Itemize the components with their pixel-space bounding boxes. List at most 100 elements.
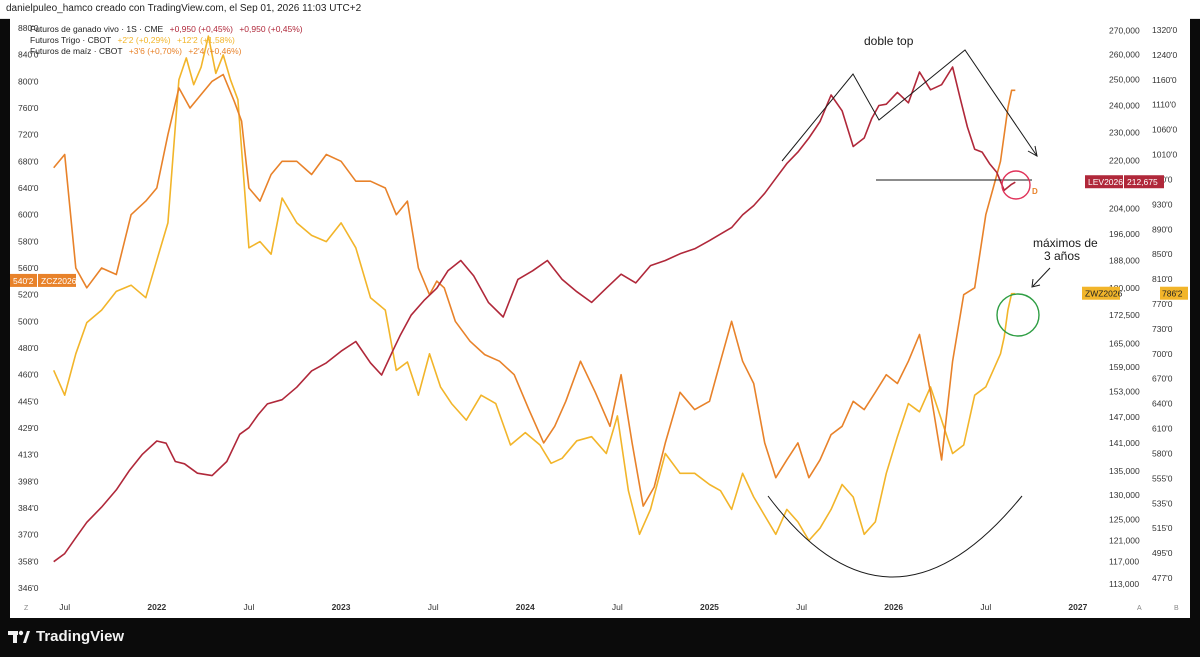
x-axis-tick-label: Jul [244, 602, 255, 612]
legend-change-2: +2'4 (+0,46%) [188, 46, 242, 56]
tradingview-logo-icon [8, 630, 30, 643]
price-tag-corn: 540'2 ZCZ2026 [10, 273, 77, 287]
right-axis-wheat-tick-label: 770'0 [1152, 299, 1173, 309]
right-axis-wheat-tick-label: 1160'0 [1152, 75, 1177, 85]
right-axis-wheat-tick-label: 477'0 [1152, 573, 1173, 583]
axis-corner-z: Z [24, 605, 29, 612]
right-axis-wheat: 1320'01240'01160'01110'01060'01010'0970'… [1152, 25, 1178, 583]
right-axis-cattle-tick-label: 117,000 [1109, 557, 1139, 567]
x-axis-tick-label: Jul [59, 602, 70, 612]
price-tag-name: ZWZ2026 [1085, 289, 1123, 299]
x-axis-tick-label: Jul [612, 602, 623, 612]
x-axis-tick-label: 2023 [332, 602, 351, 612]
left-axis-tick-label: 880'0 [18, 23, 39, 33]
axis-corner-b: B [1174, 605, 1179, 612]
price-tag-value-box [1160, 286, 1188, 300]
right-axis-cattle-tick-label: 230,000 [1109, 128, 1140, 138]
right-axis-wheat-tick-label: 1320'0 [1152, 25, 1178, 35]
legend-item-corn[interactable]: Futuros de maíz · CBOT +3'6 (+0,70%) +2'… [30, 46, 303, 57]
right-axis-cattle-tick-label: 141,000 [1109, 438, 1140, 448]
right-axis-wheat-tick-label: 610'0 [1152, 424, 1173, 434]
x-axis-tick-label: Jul [796, 602, 807, 612]
left-axis-tick-label: 358'0 [18, 556, 39, 566]
right-axis-cattle-tick-label: 260,000 [1109, 50, 1140, 60]
legend-item-cattle[interactable]: Futuros de ganado vivo · 1S · CME +0,950… [30, 24, 303, 35]
legend: Futuros de ganado vivo · 1S · CME +0,950… [30, 24, 303, 57]
right-axis-cattle-tick-label: 240,000 [1109, 100, 1140, 110]
right-axis-cattle-tick-label: 165,000 [1109, 338, 1140, 348]
right-axis-wheat-tick-label: 700'0 [1152, 349, 1173, 359]
x-axis-tick-label: 2027 [1068, 602, 1087, 612]
right-axis-wheat-tick-label: 810'0 [1152, 274, 1173, 284]
legend-item-wheat[interactable]: Futuros Trigo · CBOT +2'2 (+0,29%) +12'2… [30, 35, 303, 46]
left-axis-tick-label: 800'0 [18, 76, 39, 86]
right-axis-wheat-tick-label: 1240'0 [1152, 50, 1178, 60]
right-axis-wheat-tick-label: 1110'0 [1152, 100, 1176, 110]
right-axis-cattle-tick-label: 172,500 [1109, 310, 1140, 320]
price-tag-value: 212,675 [1127, 177, 1158, 187]
right-axis-cattle-tick-label: 130,000 [1109, 490, 1140, 500]
chart-panel[interactable]: 880'0 840'0 800'0 760'0 720'0 680'0 640'0 600'0… [10, 18, 1190, 618]
tradingview-logo-text: TradingView [36, 628, 125, 645]
annotation-3-anos: 3 años [1044, 249, 1080, 263]
legend-change-2: +0,950 (+0,45%) [239, 24, 303, 34]
left-axis-tick-label: 384'0 [18, 503, 39, 513]
legend-label: Futuros de ganado vivo · 1S · CME [30, 24, 164, 34]
plot-area [50, 18, 1100, 598]
footer-bar: TradingView [0, 618, 1200, 657]
price-tag-name-box [1082, 286, 1120, 300]
left-axis-tick-label: 840'0 [18, 50, 39, 60]
series-line-corn [53, 73, 1016, 507]
right-axis-wheat-tick-label: 670'0 [1152, 374, 1173, 384]
left-axis-tick-label: 720'0 [18, 130, 39, 140]
legend-label: Futuros Trigo · CBOT [30, 35, 112, 45]
x-axis: Jul 2022 Jul 2023 Jul 2024 Jul 2025 Jul 2026 Jul 20… [59, 602, 1087, 612]
right-axis-wheat-tick-label: 580'0 [1152, 448, 1173, 458]
left-axis-tick-label: 640'0 [18, 183, 39, 193]
left-axis-tick-label: 370'0 [18, 530, 39, 540]
left-axis-tick-label: 760'0 [18, 103, 39, 113]
price-tag-wheat: ZWZ2026 786'2 [1082, 286, 1188, 300]
right-axis-cattle-tick-label: 220,000 [1109, 156, 1140, 166]
right-axis-cattle-tick-label: 135,000 [1109, 466, 1140, 476]
series-line-cattle [53, 66, 1016, 563]
annotation-circle-red [1001, 170, 1031, 200]
right-axis-cattle-tick-label: 147,000 [1109, 412, 1140, 422]
right-axis-wheat-tick-label: 535'0 [1152, 498, 1173, 508]
left-axis-tick-label: 600'0 [18, 210, 39, 220]
double-top-arrowhead [1027, 145, 1038, 157]
legend-change: +2'2 (+0,29%) [117, 35, 171, 45]
annotation-arrow [1032, 267, 1051, 287]
right-axis-wheat-tick-label: 930'0 [1152, 199, 1173, 209]
legend-change: +3'6 (+0,70%) [128, 46, 182, 56]
price-tag-value: 540'2 [13, 276, 34, 286]
x-axis-tick-label: Jul [980, 602, 991, 612]
left-axis-tick-label: 560'0 [18, 263, 39, 273]
annotation-doble-top: doble top [864, 34, 914, 48]
price-tag-name-box [38, 273, 76, 287]
chart-svg[interactable]: 880'0 840'0 800'0 760'0 720'0 680'0 640'0 600'0… [10, 18, 1190, 618]
left-axis-tick-label: 580'0 [18, 236, 39, 246]
header-bar: danielpuleo_hamco creado con TradingView… [0, 0, 1200, 19]
annotation-maximos-de: máximos de [1033, 236, 1098, 250]
tradingview-logo[interactable]: TradingView [8, 628, 124, 645]
rounding-bottom-arc [767, 495, 1023, 578]
annotation-arrowhead [1031, 278, 1041, 288]
x-axis-tick-label: 2025 [700, 602, 719, 612]
x-axis-tick-label: 2024 [516, 602, 535, 612]
legend-label: Futuros de maíz · CBOT [30, 46, 123, 56]
right-axis-cattle: 270,000 260,000 250,000 240,000 230,000 220,0… [1109, 26, 1140, 589]
legend-change: +0,950 (+0,45%) [169, 24, 233, 34]
right-axis-wheat-tick-label: 730'0 [1152, 324, 1173, 334]
left-axis-tick-label: 445'0 [18, 396, 39, 406]
left-axis-tick-label: 413'0 [18, 450, 39, 460]
right-axis-cattle-tick-label: 250,000 [1109, 75, 1140, 85]
left-axis-tick-label: 346'0 [18, 583, 39, 593]
right-axis-wheat-tick-label: 890'0 [1152, 224, 1173, 234]
left-axis-tick-label: 520'0 [18, 290, 39, 300]
left-axis-tick-label: 500'0 [18, 316, 39, 326]
legend-change-2: +12'2 (+1,58%) [176, 35, 235, 45]
left-axis-tick-label: 398'0 [18, 476, 39, 486]
